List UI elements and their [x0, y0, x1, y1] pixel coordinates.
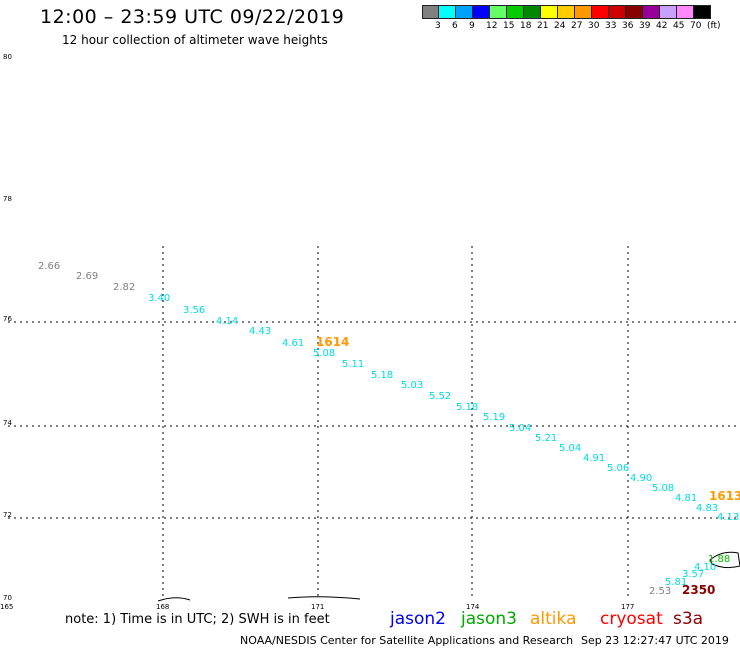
color-scale-label: 42	[656, 21, 668, 31]
wave-height-label: 2.66	[38, 261, 60, 272]
lat-label-70: 70	[3, 594, 12, 602]
wave-height-label: 5.81	[665, 577, 687, 588]
color-scale-label: 70	[690, 21, 702, 31]
color-scale-swatch	[694, 5, 711, 19]
lat-label-76: 76	[3, 315, 12, 323]
color-scale-swatch	[456, 5, 473, 19]
legend-s3a: s3a	[673, 609, 704, 629]
wave-height-label: 5.04	[559, 443, 581, 454]
wave-height-label: 4.14	[216, 316, 238, 327]
map-subtitle: 12 hour collection of altimeter wave hei…	[62, 33, 328, 47]
wave-height-track: 2.66 2.69 2.82 3.40 3.56 4.14 4.43 4.61 5.08 5.11…	[38, 261, 739, 597]
color-scale-label: 15	[503, 21, 515, 31]
wave-height-label: 5.04	[509, 423, 531, 434]
lon-label-165: 165	[0, 603, 13, 611]
lon-label-168: 168	[156, 603, 169, 611]
color-scale-swatch	[592, 5, 609, 19]
wave-height-label: 5.18	[456, 402, 478, 413]
lat-label-80: 80	[3, 53, 12, 61]
coastline-segment	[287, 596, 361, 600]
wave-height-label: 4.81	[675, 493, 697, 504]
legend-jason3: jason3	[461, 609, 517, 629]
coastline-segment	[709, 551, 740, 569]
color-scale-labels: 3 6 9 12 15 18 21 24 27 30 33 36 39 42 45 70 (ft)	[422, 21, 740, 33]
wave-height-label: 5.11	[342, 359, 364, 370]
wave-height-label: 5.03	[401, 380, 423, 391]
color-scale-swatch	[643, 5, 660, 19]
footer: NOAA/NESDIS Center for Satellite Applica…	[240, 634, 729, 647]
wave-height-label: 5.19	[483, 412, 505, 423]
color-scale-label: 6	[452, 21, 458, 31]
color-scale-label: 27	[571, 21, 583, 31]
lon-label-171: 171	[311, 603, 324, 611]
wave-height-label: 4.90	[630, 473, 652, 484]
wave-height-label: 4.13	[717, 512, 739, 523]
map-title: 12:00 – 23:59 UTC 09/22/2019	[40, 6, 345, 28]
legend-altika: altika	[530, 609, 577, 629]
wave-height-label: 3.56	[183, 305, 205, 316]
lat-label-72: 72	[3, 511, 12, 519]
lat-label-74: 74	[3, 419, 12, 427]
color-scale-swatch	[507, 5, 524, 19]
wave-height-label: 4.61	[282, 338, 304, 349]
wave-height-label: 2.69	[76, 271, 98, 282]
color-scale-swatch	[575, 5, 592, 19]
color-scale-label: 12	[486, 21, 498, 31]
lat-label-78: 78	[3, 195, 12, 203]
wave-height-label: 2.82	[113, 282, 135, 293]
color-scale-swatch	[677, 5, 694, 19]
color-scale-swatch	[541, 5, 558, 19]
color-scale-swatch	[490, 5, 507, 19]
lon-label-177: 177	[621, 603, 634, 611]
wave-height-label: 4.43	[249, 326, 271, 337]
map-grid	[8, 246, 740, 600]
color-scale-legend	[422, 5, 711, 19]
overpass-time-label: 2350	[682, 583, 715, 597]
wave-height-label: 5.18	[371, 370, 393, 381]
units-note: note: 1) Time is in UTC; 2) SWH is in fe…	[65, 612, 330, 627]
color-scale-label: (ft)	[707, 21, 721, 31]
color-scale-swatch	[609, 5, 626, 19]
wave-height-label: 5.21	[535, 433, 557, 444]
wave-height-label: 2.53	[649, 586, 671, 597]
overpass-time-labels: 1614 1613 2350	[316, 335, 740, 597]
coastline-segment	[157, 597, 191, 602]
color-scale-label: 33	[605, 21, 617, 31]
color-scale-label: 45	[673, 21, 685, 31]
wave-height-label: 3.57	[682, 569, 704, 580]
color-scale-label: 30	[588, 21, 600, 31]
wave-height-label: 4.10	[694, 562, 716, 573]
footer-credit: NOAA/NESDIS Center for Satellite Applica…	[240, 634, 574, 647]
wave-height-label: 5.08	[652, 483, 674, 494]
color-scale-label: 39	[639, 21, 651, 31]
color-scale-label: 3	[435, 21, 441, 31]
color-scale-label: 9	[469, 21, 475, 31]
legend-jason2: jason2	[390, 609, 446, 629]
legend-cryosat: cryosat	[600, 609, 663, 629]
wave-height-label: 5.08	[313, 348, 335, 359]
color-scale-swatch	[473, 5, 490, 19]
footer-timestamp: Sep 23 12:27:47 UTC 2019	[581, 634, 729, 647]
color-scale-swatch	[558, 5, 575, 19]
wave-height-label: 3.40	[148, 293, 170, 304]
wave-height-label: 5.52	[429, 391, 451, 402]
color-scale-swatch	[439, 5, 456, 19]
lon-label-174: 174	[466, 603, 480, 611]
color-scale-label: 36	[622, 21, 634, 31]
color-scale-swatch	[626, 5, 643, 19]
color-scale-swatch	[524, 5, 541, 19]
color-scale-label: 21	[537, 21, 549, 31]
wave-height-label: 4.83	[696, 503, 718, 514]
wave-height-label: 1.88	[708, 554, 730, 565]
color-scale-label: 18	[520, 21, 532, 31]
overpass-time-label: 1614	[316, 335, 349, 349]
wave-height-label: 5.06	[607, 463, 629, 474]
color-scale-label: 24	[554, 21, 566, 31]
color-scale-swatch	[422, 5, 439, 19]
color-scale-swatch	[660, 5, 677, 19]
overpass-time-label: 1613	[709, 489, 740, 503]
wave-height-label: 4.91	[583, 453, 605, 464]
coastline	[157, 551, 740, 602]
